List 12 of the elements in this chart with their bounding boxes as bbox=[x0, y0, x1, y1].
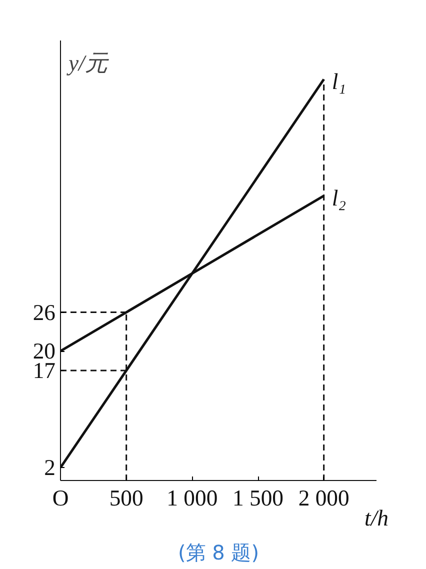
y-axis-title: y/元 bbox=[66, 50, 109, 76]
x-tick-label: 2 000 bbox=[298, 486, 350, 510]
text: (第 8 题) bbox=[178, 540, 260, 564]
y-tick-label: 2 bbox=[44, 455, 56, 480]
x-tick-label: O bbox=[52, 486, 69, 510]
x-tick-label: 500 bbox=[109, 486, 144, 510]
x-tick-label: 1 000 bbox=[166, 486, 218, 510]
series-label: l₂ bbox=[332, 185, 346, 210]
series-label: l₁ bbox=[332, 68, 346, 94]
y-tick-label: 26 bbox=[32, 300, 56, 325]
x-axis-title: t/h bbox=[364, 506, 388, 530]
x-tick-label: 1 500 bbox=[232, 486, 284, 510]
